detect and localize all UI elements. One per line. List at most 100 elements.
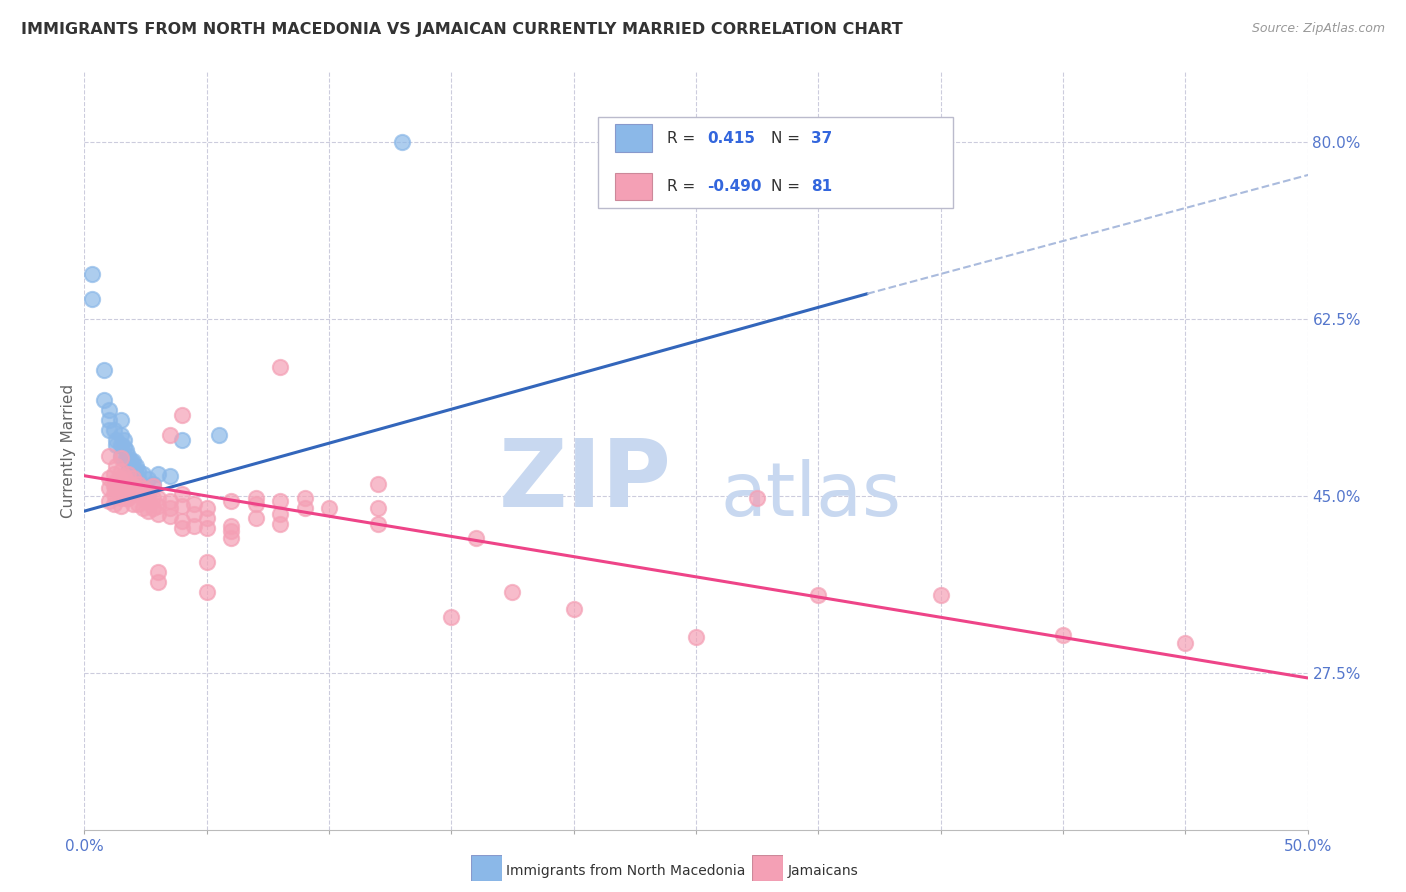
Point	[127, 487, 149, 501]
Point	[142, 501, 165, 516]
Point	[97, 403, 120, 417]
Point	[183, 497, 205, 511]
Point	[120, 487, 142, 501]
Point	[117, 467, 139, 481]
Point	[172, 487, 194, 501]
Point	[115, 474, 138, 488]
Point	[110, 428, 132, 442]
Point	[219, 494, 242, 508]
Point	[367, 517, 389, 532]
Point	[294, 501, 316, 516]
Point	[195, 511, 218, 525]
Point	[122, 460, 145, 475]
Point	[97, 423, 120, 437]
Point	[112, 468, 135, 483]
Text: 0.415: 0.415	[707, 130, 755, 145]
Point	[136, 504, 159, 518]
Point	[132, 501, 155, 516]
Point	[112, 434, 135, 448]
Point	[159, 501, 181, 516]
Point	[245, 491, 267, 505]
Point	[195, 585, 218, 599]
Point	[112, 441, 135, 455]
Point	[110, 450, 132, 465]
Point	[120, 453, 142, 467]
Text: N =: N =	[770, 179, 804, 194]
Point	[159, 468, 181, 483]
Point	[195, 555, 218, 569]
Text: R =: R =	[666, 130, 700, 145]
Point	[112, 489, 135, 503]
Point	[110, 499, 132, 513]
Point	[97, 481, 120, 495]
Point	[122, 487, 145, 501]
Point	[127, 497, 149, 511]
Point	[110, 413, 132, 427]
Point	[146, 499, 169, 513]
Point	[105, 481, 128, 495]
FancyBboxPatch shape	[598, 117, 953, 208]
Point	[112, 479, 135, 493]
Point	[172, 499, 194, 513]
Point	[562, 602, 585, 616]
Point	[110, 471, 132, 485]
Point	[159, 428, 181, 442]
Point	[146, 507, 169, 521]
Point	[103, 423, 125, 437]
Point	[122, 471, 145, 485]
Point	[146, 574, 169, 589]
Text: Source: ZipAtlas.com: Source: ZipAtlas.com	[1251, 22, 1385, 36]
Point	[208, 428, 231, 442]
Point	[105, 438, 128, 452]
Point	[115, 443, 138, 458]
Point	[367, 501, 389, 516]
Point	[110, 481, 132, 495]
Point	[464, 532, 486, 546]
Point	[115, 491, 138, 505]
Point	[502, 585, 524, 599]
Point	[127, 471, 149, 485]
Point	[93, 362, 115, 376]
Point	[172, 514, 194, 528]
Point	[367, 476, 389, 491]
Point	[97, 449, 120, 463]
Point	[105, 474, 128, 488]
Point	[195, 521, 218, 535]
Point	[127, 464, 149, 478]
Text: 81: 81	[811, 179, 832, 194]
Point	[117, 457, 139, 471]
Point	[195, 501, 218, 516]
Point	[115, 450, 138, 465]
Point	[807, 588, 830, 602]
Point	[142, 479, 165, 493]
Point	[1052, 628, 1074, 642]
Point	[122, 497, 145, 511]
Point	[110, 449, 132, 463]
Point	[103, 487, 125, 501]
Point	[122, 479, 145, 493]
Point	[117, 491, 139, 505]
Point	[132, 491, 155, 505]
Point	[105, 434, 128, 448]
Text: N =: N =	[770, 130, 804, 145]
Point	[440, 610, 463, 624]
Point	[125, 458, 148, 473]
Point	[146, 491, 169, 505]
Point	[110, 464, 132, 478]
Point	[269, 507, 291, 521]
Point	[183, 507, 205, 521]
Point	[80, 292, 103, 306]
Point	[219, 532, 242, 546]
Point	[391, 135, 413, 149]
Point	[269, 494, 291, 508]
Text: ZIP: ZIP	[499, 434, 672, 527]
Point	[183, 519, 205, 533]
Point	[245, 497, 267, 511]
Point	[219, 519, 242, 533]
Point	[245, 511, 267, 525]
Y-axis label: Currently Married: Currently Married	[60, 384, 76, 517]
Point	[136, 494, 159, 508]
Point	[172, 434, 194, 448]
Point	[97, 413, 120, 427]
Point	[929, 588, 952, 602]
